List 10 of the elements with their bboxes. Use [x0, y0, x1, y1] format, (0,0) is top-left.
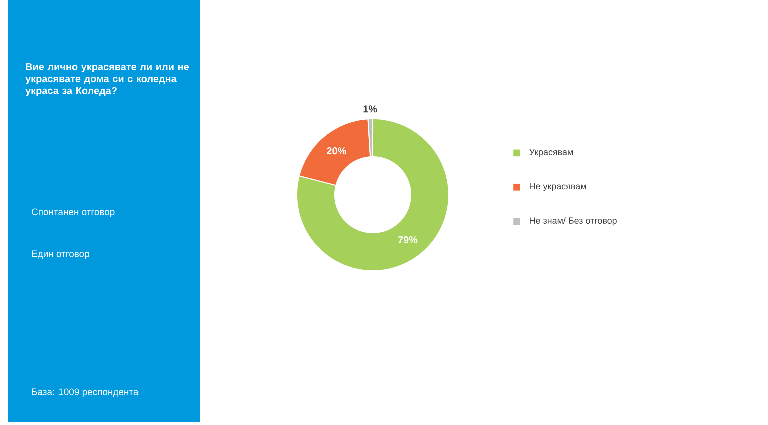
text: Вие лично украсявате ли или не украсявате дома си с коледна украса за Коледа? [26, 64, 190, 96]
legend-label: Не знам/ Без отговор [530, 217, 617, 226]
text: База: 1009 респондента [32, 388, 139, 398]
data-label: 79% [398, 236, 418, 244]
legend-label: Не украсявам [530, 183, 586, 192]
data-label: 1% [364, 106, 378, 113]
text: Един отговор [32, 250, 90, 260]
text: Спонтанен отговор [32, 208, 115, 218]
data-label: 20% [327, 148, 346, 155]
legend-label: Украсявам [530, 149, 574, 158]
